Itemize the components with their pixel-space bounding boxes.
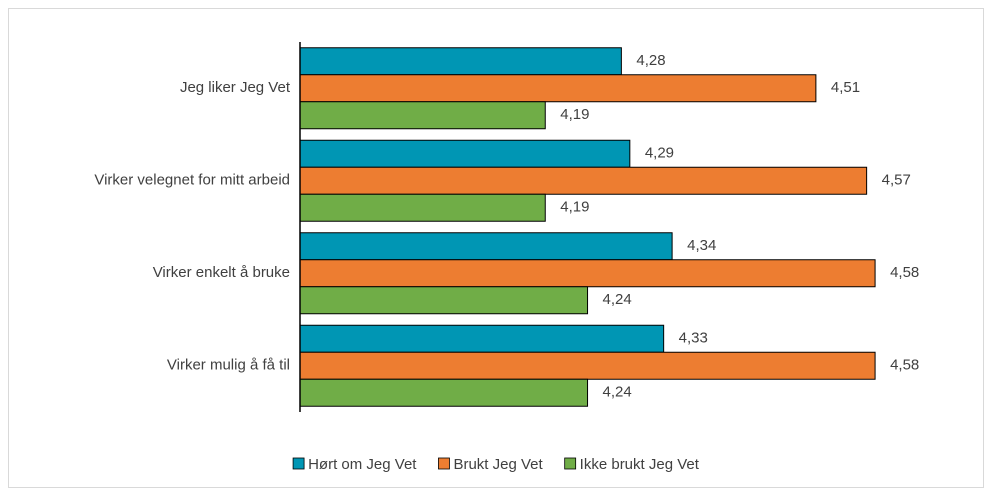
bar bbox=[299, 259, 876, 288]
value-label: 4,34 bbox=[687, 237, 716, 254]
value-label: 4,57 bbox=[882, 172, 911, 189]
bar bbox=[299, 351, 876, 380]
legend-swatch bbox=[564, 457, 577, 470]
legend-label: Hørt om Jeg Vet bbox=[308, 456, 417, 473]
value-label: 4,24 bbox=[603, 384, 632, 401]
value-label: 4,33 bbox=[679, 330, 708, 347]
bar bbox=[299, 324, 665, 353]
value-label: 4,58 bbox=[890, 264, 919, 281]
bar bbox=[299, 193, 546, 222]
y-tick-label: Jeg liker Jeg Vet bbox=[180, 79, 291, 96]
bar bbox=[299, 166, 868, 195]
value-label: 4,19 bbox=[560, 199, 589, 216]
legend-swatch bbox=[438, 457, 450, 470]
y-tick-label: Virker enkelt å bruke bbox=[153, 264, 290, 281]
bar bbox=[299, 47, 622, 76]
legend-label: Brukt Jeg Vet bbox=[453, 456, 543, 473]
value-label: 4,58 bbox=[890, 357, 919, 374]
value-label: 4,51 bbox=[831, 79, 860, 96]
bar bbox=[299, 139, 631, 168]
value-label: 4,19 bbox=[560, 106, 589, 123]
value-label: 4,28 bbox=[636, 52, 665, 69]
bar bbox=[299, 286, 589, 315]
y-tick-label: Virker mulig å få til bbox=[167, 357, 290, 374]
bar bbox=[299, 74, 817, 103]
value-label: 4,29 bbox=[645, 145, 674, 162]
legend-swatch bbox=[292, 457, 305, 470]
legend-label: Ikke brukt Jeg Vet bbox=[580, 456, 700, 473]
value-label: 4,24 bbox=[603, 291, 632, 308]
bar bbox=[299, 232, 673, 261]
y-tick-label: Virker velegnet for mitt arbeid bbox=[94, 172, 290, 189]
bar bbox=[299, 101, 546, 130]
bar bbox=[299, 378, 589, 407]
